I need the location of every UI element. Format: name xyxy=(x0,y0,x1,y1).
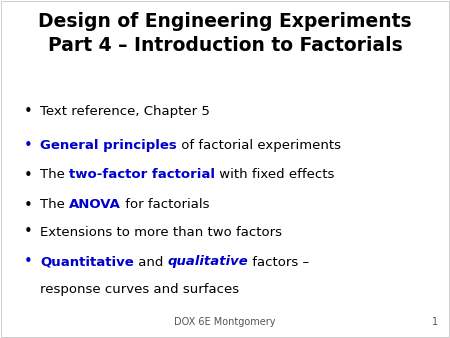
Text: •: • xyxy=(23,138,32,152)
Text: Quantitative: Quantitative xyxy=(40,256,134,268)
Text: Extensions to more than two factors: Extensions to more than two factors xyxy=(40,225,282,239)
Text: qualitative: qualitative xyxy=(167,256,248,268)
Text: two-factor factorial: two-factor factorial xyxy=(69,169,215,182)
Text: Text reference, Chapter 5: Text reference, Chapter 5 xyxy=(40,105,210,119)
Text: ANOVA: ANOVA xyxy=(69,198,121,212)
Text: The: The xyxy=(40,198,69,212)
Text: •: • xyxy=(23,255,32,269)
Text: for factorials: for factorials xyxy=(121,198,210,212)
Text: •: • xyxy=(23,197,32,213)
Text: •: • xyxy=(23,168,32,183)
Text: of factorial experiments: of factorial experiments xyxy=(177,139,341,151)
Text: response curves and surfaces: response curves and surfaces xyxy=(40,284,239,296)
Text: factors –: factors – xyxy=(248,256,309,268)
Text: General principles: General principles xyxy=(40,139,177,151)
Text: and: and xyxy=(134,256,167,268)
Text: •: • xyxy=(23,224,32,240)
Text: Design of Engineering Experiments
Part 4 – Introduction to Factorials: Design of Engineering Experiments Part 4… xyxy=(38,12,412,55)
Text: •: • xyxy=(23,104,32,120)
Text: with fixed effects: with fixed effects xyxy=(215,169,334,182)
Text: DOX 6E Montgomery: DOX 6E Montgomery xyxy=(174,317,276,327)
Text: 1: 1 xyxy=(432,317,438,327)
Text: The: The xyxy=(40,169,69,182)
